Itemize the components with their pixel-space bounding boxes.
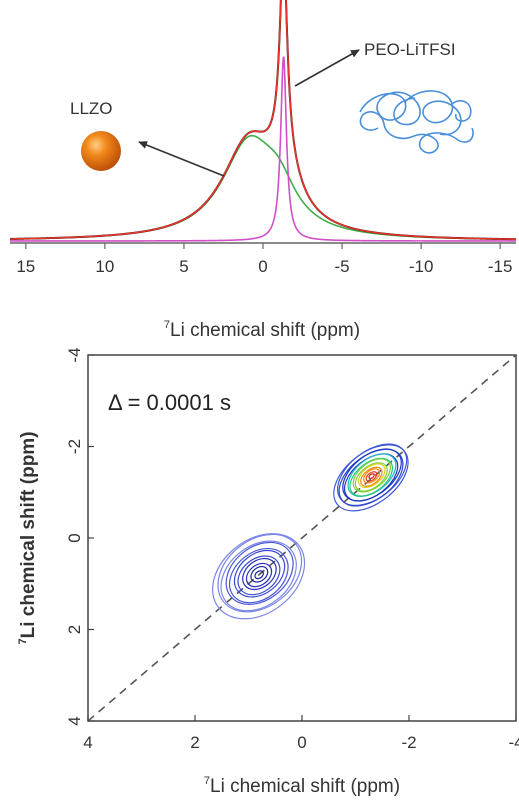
bottom-x-tick-label: 0: [297, 733, 306, 752]
peo-litfsi-label: PEO-LiTFSI: [364, 40, 456, 59]
top-x-tick-label: 0: [258, 257, 267, 276]
bottom-x-axis-label: Li chemical shift (ppm): [210, 776, 400, 797]
bottom-x-tick-label: -2: [401, 733, 416, 752]
top-x-tick-label: 5: [179, 257, 188, 276]
llzo-arrow: [139, 142, 224, 176]
polymer-coil-icon: [360, 91, 473, 153]
top-x-tick-label: -5: [335, 257, 350, 276]
top-x-ticks: 15 10 5 0 -5 -10 -15: [16, 243, 512, 276]
bottom-x-tick-label: -4: [508, 733, 519, 752]
one-dimensional-spectrum: 15 10 5 0 -5 -10 -15 7Li chemical shift (ppm) …: [10, 0, 516, 341]
experimental-curve: [10, 0, 516, 239]
top-x-tick-label: -10: [409, 257, 434, 276]
mixing-time-label: Δ = 0.0001 s: [108, 390, 231, 415]
llzo-label: LLZO: [70, 99, 113, 118]
bottom-y-axis-label: Li chemical shift (ppm): [18, 431, 39, 638]
bottom-y-axis-title: 7Li chemical shift (ppm): [17, 431, 39, 644]
spectrum-curves: [10, 0, 516, 241]
peo-arrow: [295, 50, 359, 86]
bottom-x-axis-title: 7Li chemical shift (ppm): [204, 775, 400, 797]
bottom-y-tick-label: -2: [65, 439, 84, 454]
top-x-tick-label: 15: [16, 257, 35, 276]
llzo-particle: [81, 131, 121, 171]
top-x-tick-label: -15: [488, 257, 513, 276]
bottom-y-tick-label: 0: [65, 533, 84, 542]
top-x-tick-label: 10: [95, 257, 114, 276]
bottom-y-tick-label: 2: [65, 625, 84, 634]
bottom-y-tick-label: -4: [65, 347, 84, 362]
bottom-x-tick-label: 2: [190, 733, 199, 752]
fit-curve: [10, 0, 516, 239]
two-dimensional-exchange-spectrum: 4 2 0 -2 -4 4 2 0 -2 -4 Δ = 0.0001 s 7Li chemical…: [17, 347, 519, 797]
bottom-x-tick-label: 4: [83, 733, 92, 752]
top-x-axis-label: Li chemical shift (ppm): [170, 320, 360, 341]
top-x-axis-title: 7Li chemical shift (ppm): [164, 319, 360, 341]
bottom-y-tick-label: 4: [65, 716, 84, 725]
